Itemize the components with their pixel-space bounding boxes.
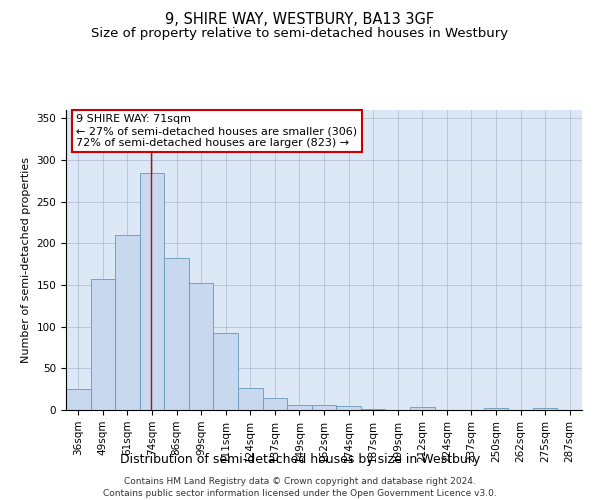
Bar — [164, 258, 189, 410]
Bar — [115, 235, 140, 410]
Bar — [312, 405, 336, 410]
Bar — [410, 406, 434, 410]
Bar — [214, 334, 238, 410]
Text: Contains public sector information licensed under the Open Government Licence v3: Contains public sector information licen… — [103, 489, 497, 498]
Bar — [238, 388, 263, 410]
Bar — [263, 398, 287, 410]
Bar — [336, 406, 361, 410]
Text: Distribution of semi-detached houses by size in Westbury: Distribution of semi-detached houses by … — [120, 452, 480, 466]
Bar — [533, 408, 557, 410]
Bar — [189, 284, 214, 410]
Y-axis label: Number of semi-detached properties: Number of semi-detached properties — [21, 157, 31, 363]
Bar — [66, 389, 91, 410]
Text: Size of property relative to semi-detached houses in Westbury: Size of property relative to semi-detach… — [91, 28, 509, 40]
Bar — [361, 409, 385, 410]
Bar — [140, 172, 164, 410]
Bar — [484, 408, 508, 410]
Text: 9 SHIRE WAY: 71sqm
← 27% of semi-detached houses are smaller (306)
72% of semi-d: 9 SHIRE WAY: 71sqm ← 27% of semi-detache… — [76, 114, 358, 148]
Bar — [287, 405, 312, 410]
Bar — [91, 279, 115, 410]
Text: Contains HM Land Registry data © Crown copyright and database right 2024.: Contains HM Land Registry data © Crown c… — [124, 478, 476, 486]
Text: 9, SHIRE WAY, WESTBURY, BA13 3GF: 9, SHIRE WAY, WESTBURY, BA13 3GF — [166, 12, 434, 28]
